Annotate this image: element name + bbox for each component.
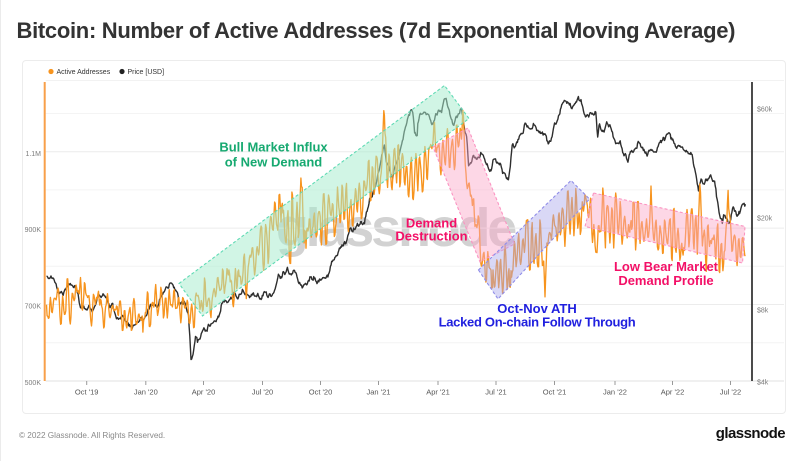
svg-text:Price [USD]: Price [USD] [128, 69, 165, 76]
svg-text:1.1M: 1.1M [25, 151, 41, 158]
svg-text:500K: 500K [25, 380, 42, 387]
svg-text:Jan '22: Jan '22 [603, 388, 627, 397]
svg-text:Apr '20: Apr '20 [192, 388, 216, 397]
svg-text:900K: 900K [25, 227, 42, 234]
svg-text:Apr '21: Apr '21 [426, 388, 450, 397]
svg-text:Jul '20: Jul '20 [252, 388, 273, 397]
svg-text:$20k: $20k [757, 216, 773, 223]
svg-text:Jul '22: Jul '22 [720, 388, 741, 397]
svg-text:Demand: Demand [406, 216, 457, 231]
svg-text:700K: 700K [25, 304, 42, 311]
svg-text:of New Demand: of New Demand [225, 155, 323, 170]
svg-text:Jan '20: Jan '20 [134, 388, 158, 397]
svg-text:$8k: $8k [757, 308, 769, 315]
svg-text:Low Bear Market: Low Bear Market [614, 259, 719, 274]
svg-text:Bull Market Influx: Bull Market Influx [219, 139, 328, 154]
svg-text:Oct '21: Oct '21 [543, 388, 567, 397]
svg-text:Oct '19: Oct '19 [75, 388, 99, 397]
svg-text:Oct-Nov ATH: Oct-Nov ATH [497, 301, 576, 316]
svg-text:$60k: $60k [757, 107, 773, 114]
svg-text:Destruction: Destruction [395, 229, 467, 244]
svg-text:Jan '21: Jan '21 [367, 388, 391, 397]
svg-text:Lacked On-chain Follow Through: Lacked On-chain Follow Through [439, 315, 636, 330]
svg-text:Jul '21: Jul '21 [485, 388, 506, 397]
svg-text:$4k: $4k [757, 380, 769, 387]
svg-text:Demand Profile: Demand Profile [618, 273, 713, 288]
svg-text:Oct '20: Oct '20 [309, 388, 333, 397]
svg-text:Active Addresses: Active Addresses [57, 69, 111, 76]
svg-text:Apr '22: Apr '22 [661, 388, 685, 397]
